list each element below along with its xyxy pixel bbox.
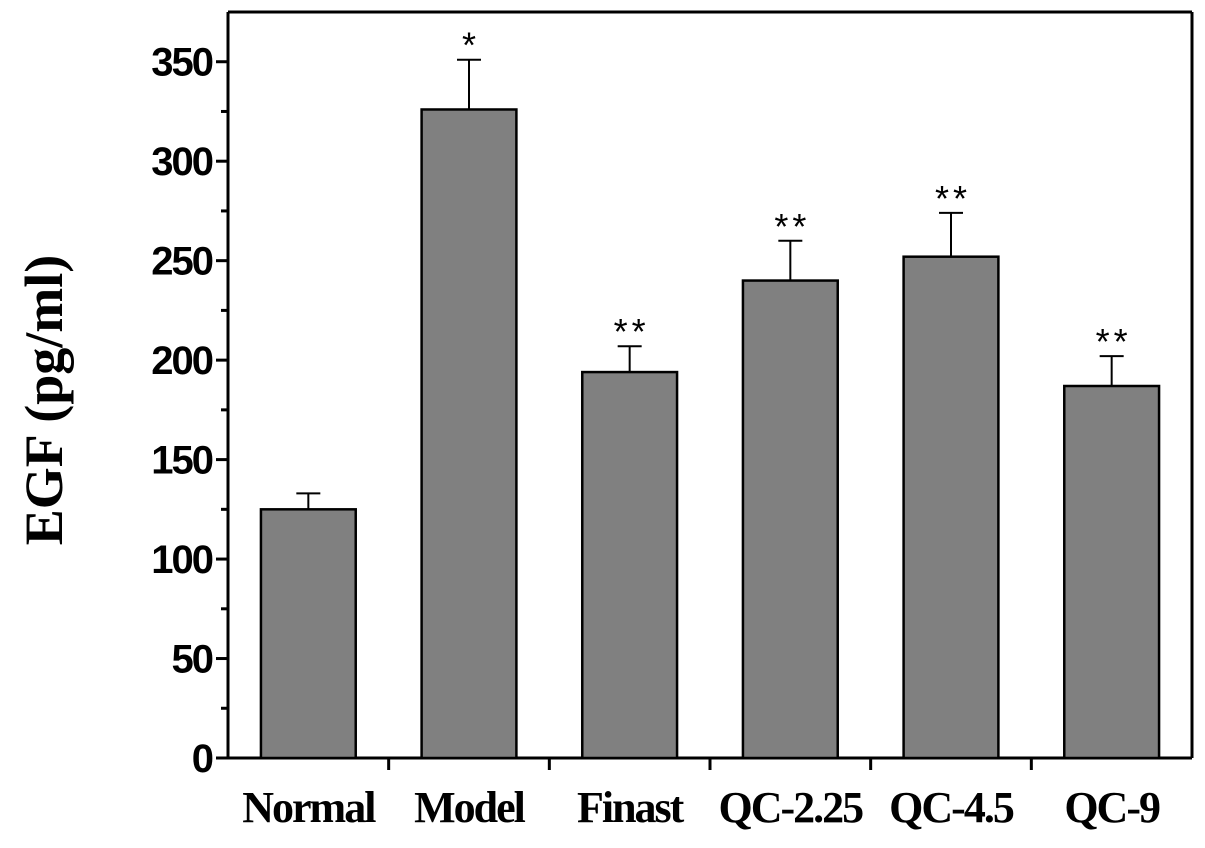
category-label: Normal: [242, 783, 376, 832]
y-tick-label: 0: [192, 737, 213, 781]
bar-qc-2-25: [741, 279, 839, 760]
bar-finast: [581, 370, 679, 760]
significance-marker: **: [935, 178, 971, 219]
bar-normal: [259, 508, 357, 760]
y-axis-title: EGF (pg/ml): [14, 255, 74, 546]
bars: [259, 108, 1161, 760]
x-ticks: [387, 758, 1033, 770]
category-label: Finast: [577, 783, 685, 832]
category-label: Model: [414, 783, 526, 832]
y-tick-label: 100: [151, 538, 212, 582]
significance-marker: **: [774, 206, 810, 247]
y-tick-label: 350: [151, 41, 212, 85]
significance-annotations: *********: [462, 25, 1132, 362]
category-label: QC-9: [1064, 783, 1160, 832]
axes: [226, 10, 1194, 760]
y-ticks: 0 50 100 150 200 250 300 350: [151, 41, 228, 781]
bar-qc-9: [1063, 384, 1161, 760]
bar-model: [420, 108, 518, 760]
y-tick-label: 300: [151, 140, 212, 184]
y-tick-label: 200: [151, 339, 212, 383]
category-label: QC-2.25: [719, 783, 864, 832]
category-label: QC-4.5: [889, 783, 1014, 832]
category-labels: Normal Model Finast QC-2.25 QC-4.5 QC-9: [242, 783, 1162, 832]
bar-qc-4-5: [902, 255, 1000, 760]
significance-marker: **: [614, 311, 650, 352]
y-tick-label: 150: [151, 439, 212, 483]
y-tick-label: 250: [151, 240, 212, 284]
error-bars: [296, 58, 1124, 510]
significance-marker: **: [1096, 321, 1132, 362]
significance-marker: *: [462, 25, 480, 66]
y-tick-label: 50: [172, 638, 213, 682]
